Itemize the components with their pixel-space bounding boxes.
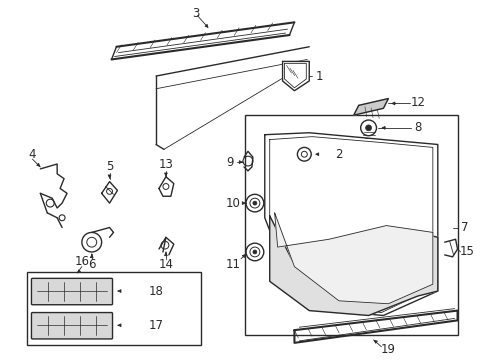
FancyBboxPatch shape: [31, 278, 113, 305]
Circle shape: [253, 201, 257, 205]
Text: 9: 9: [226, 156, 234, 168]
Text: 7: 7: [461, 221, 468, 234]
Text: 19: 19: [381, 343, 396, 356]
Text: 10: 10: [226, 197, 241, 210]
Text: 6: 6: [88, 258, 96, 271]
FancyBboxPatch shape: [31, 312, 113, 339]
Text: 11: 11: [225, 258, 241, 271]
Polygon shape: [275, 213, 433, 304]
Polygon shape: [354, 99, 389, 115]
Text: 16: 16: [74, 255, 89, 268]
Text: 3: 3: [192, 7, 199, 20]
Text: 4: 4: [29, 148, 36, 161]
Bar: [27, 271, 200, 345]
Polygon shape: [265, 133, 438, 315]
Text: 13: 13: [158, 158, 173, 171]
Bar: [245, 115, 458, 335]
Text: 8: 8: [415, 121, 422, 134]
Text: 15: 15: [460, 246, 475, 258]
Text: 18: 18: [148, 284, 164, 298]
Text: 14: 14: [158, 258, 173, 271]
Text: 2: 2: [335, 148, 343, 161]
Circle shape: [366, 125, 371, 131]
Polygon shape: [283, 62, 309, 91]
Text: 1: 1: [316, 69, 323, 82]
Polygon shape: [270, 216, 438, 315]
Text: 17: 17: [148, 319, 164, 332]
Text: 5: 5: [106, 161, 113, 174]
Circle shape: [253, 250, 257, 254]
Text: 12: 12: [411, 96, 425, 109]
